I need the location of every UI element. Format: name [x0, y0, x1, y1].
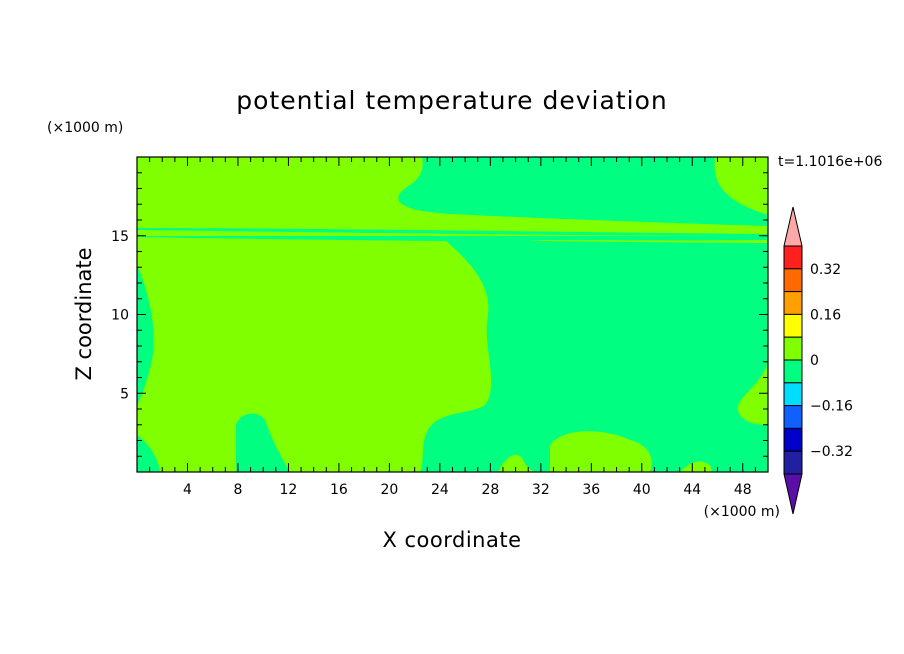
positive-patch-bottom-46 [680, 461, 712, 472]
x-tick-label: 24 [431, 482, 449, 498]
y-tick-label: 15 [111, 229, 129, 245]
colorbar-segment [783, 245, 803, 270]
x-tick-label: 16 [330, 482, 348, 498]
negative-region-upper [398, 157, 768, 226]
colorbar-segment [783, 382, 803, 407]
x-tick-label: 12 [280, 482, 298, 498]
chart-title: potential temperature deviation [236, 86, 668, 115]
x-axis-label: X coordinate [382, 528, 522, 552]
x-tick-label: 4 [183, 482, 192, 498]
colorbar-segment [783, 405, 803, 429]
colorbar-segment [783, 336, 803, 361]
time-label: t=1.1016e+06 [778, 154, 883, 170]
x-tick-label: 48 [734, 482, 752, 498]
colorbar-segment [783, 359, 803, 384]
negative-band-z15 [137, 228, 768, 236]
x-tick-label: 20 [380, 482, 398, 498]
colorbar-segment [783, 450, 803, 475]
negative-band-z15-lower [137, 236, 768, 243]
x-tick-label: 36 [582, 482, 600, 498]
positive-patch-bottom-36 [550, 431, 652, 472]
colorbar-label: −0.32 [810, 444, 853, 460]
x-tick-label: 8 [233, 482, 242, 498]
x-tick-label: 44 [683, 482, 701, 498]
x-tick-label: 40 [633, 482, 651, 498]
x-tick-label: 28 [481, 482, 499, 498]
negative-bump-x10 [236, 413, 290, 472]
colorbar-bottom-triangle [783, 473, 803, 515]
x-tick-label: 32 [532, 482, 550, 498]
colorbar-label: 0 [810, 353, 819, 369]
colorbar-top-triangle [783, 206, 803, 247]
contour-field [137, 157, 768, 472]
colorbar-label: 0.32 [810, 262, 841, 278]
y-tick-label: 5 [120, 386, 129, 402]
negative-region-left-edge [137, 265, 154, 405]
colorbar-label: −0.16 [810, 399, 853, 415]
negative-region-left-bottom [137, 435, 160, 472]
colorbar-segment [783, 291, 803, 315]
plot-frame [136, 156, 769, 473]
positive-patch-bottom-30 [498, 454, 535, 472]
x-axis-unit: (×1000 m) [704, 504, 780, 520]
colorbar-segment [783, 313, 803, 338]
y-tick-label: 10 [111, 308, 129, 324]
colorbar-segment [783, 427, 803, 452]
colorbar-label: 0.16 [810, 307, 841, 323]
colorbar-segment [783, 268, 803, 293]
y-axis-unit: (×1000 m) [47, 120, 124, 136]
negative-region-right [420, 240, 768, 472]
colorbar: 0.32 0.16 0 −0.16 −0.32 [783, 206, 853, 515]
